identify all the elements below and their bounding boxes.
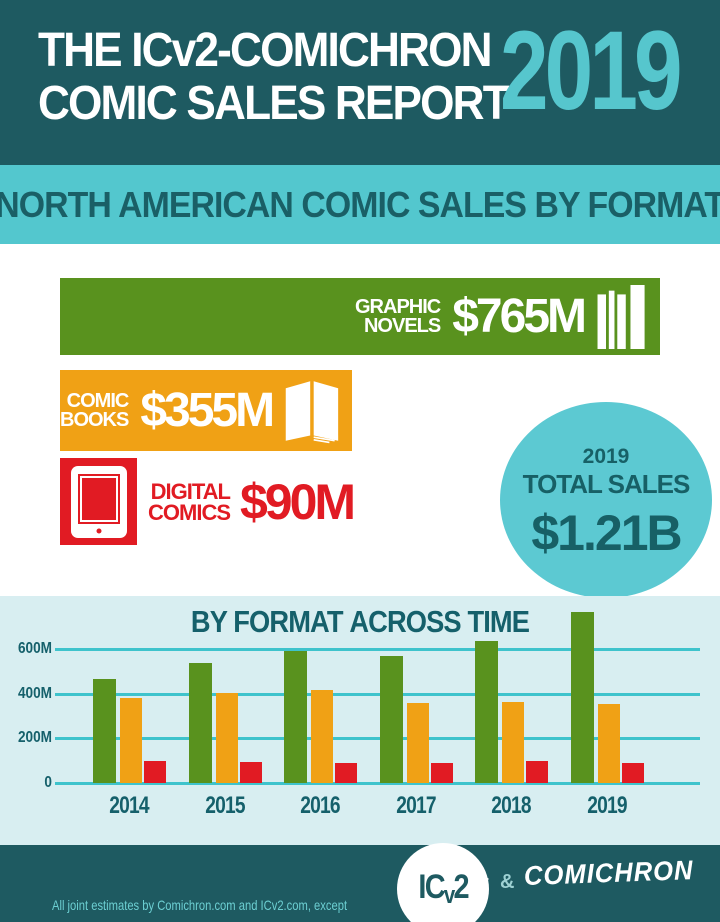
gridline-600M xyxy=(55,648,700,652)
bar-2016-digital-comics xyxy=(335,762,357,783)
bar-2017-digital-comics xyxy=(430,762,453,783)
gridline-0 xyxy=(55,782,700,785)
icv2-v: v xyxy=(443,882,455,909)
total-sales-year: 2019 xyxy=(582,444,630,468)
total-sales-label: TOTAL SALES xyxy=(522,468,691,499)
graphic-novels-label-line1: GRAPHIC xyxy=(355,295,441,318)
digital-comics-label-line1: DIGITAL xyxy=(150,479,231,504)
graphic-novels-label-line2: NOVELS xyxy=(363,314,441,337)
bar-2018-graphic-novels xyxy=(475,641,498,783)
comic-books-label-line1: COMIC xyxy=(66,389,130,412)
time-chart: BY FORMAT ACROSS TIME 600M 400M 200M 0 2014 2… xyxy=(0,596,720,845)
report-title: THE ICv2-COMICHRON COMIC SALES REPORT xyxy=(38,24,510,130)
graphic-novels-label: GRAPHIC NOVELS xyxy=(355,295,441,337)
x-tick-label-2014: 2014 xyxy=(109,792,149,819)
bar-2018-comic-books xyxy=(502,701,524,783)
bar-2019-graphic-novels xyxy=(570,612,594,783)
bar-2015-digital-comics xyxy=(239,761,262,783)
digital-comics-value: $90M xyxy=(240,474,356,530)
y-tick-label-400M: 400M xyxy=(17,684,53,702)
x-tick-label-2018: 2018 xyxy=(491,792,531,819)
bar-2019-comic-books xyxy=(597,703,620,783)
x-tick-label-2016: 2016 xyxy=(300,792,340,819)
bar-2014-graphic-novels xyxy=(93,679,116,783)
banner-text-regular: NORTH AMERICAN COMIC SALES xyxy=(0,183,535,225)
icv2-ic: IC xyxy=(418,868,445,906)
time-chart-title: BY FORMAT ACROSS TIME xyxy=(43,604,677,640)
comic-books-label: COMIC BOOKS xyxy=(60,389,130,431)
gridline-200M xyxy=(55,737,700,741)
comichron-logo: COMICHRON xyxy=(523,855,694,891)
bar-2015-comic-books xyxy=(215,692,238,783)
comic-books-bar: COMIC BOOKS $355M xyxy=(60,370,352,451)
report-year: 2019 xyxy=(500,8,683,133)
tablet-icon xyxy=(70,465,127,538)
comic-books-label-line2: BOOKS xyxy=(60,408,129,431)
y-tick-label-200M: 200M xyxy=(17,729,53,747)
report-title-line1: THE ICv2-COMICHRON xyxy=(38,24,493,77)
digital-comics-label: DIGITAL COMICS xyxy=(148,479,231,525)
icv2-2: 2 xyxy=(453,868,469,906)
bar-2018-digital-comics xyxy=(526,760,548,783)
graphic-novels-value: $765M xyxy=(452,290,587,343)
open-book-icon xyxy=(285,380,339,443)
icv2-logo-left-tip xyxy=(389,879,407,895)
bar-2017-graphic-novels xyxy=(379,655,403,783)
header: THE ICv2-COMICHRON COMIC SALES REPORT 20… xyxy=(0,0,720,165)
digital-comics-tile xyxy=(60,458,137,545)
x-tick-label-2015: 2015 xyxy=(204,792,245,819)
bar-2017-comic-books xyxy=(406,702,429,783)
total-sales-circle: 2019 TOTAL SALES $1.21B xyxy=(500,402,712,598)
comic-books-value: $355M xyxy=(140,384,275,437)
y-tick-label-600M: 600M xyxy=(17,640,53,658)
time-chart-title-bold: ACROSS TIME xyxy=(349,604,530,639)
footer: All joint estimates by Comichron.com and… xyxy=(0,843,720,922)
digital-comics-label-line2: COMICS xyxy=(148,500,231,525)
ampersand: & xyxy=(500,871,515,893)
bar-2014-digital-comics xyxy=(144,760,166,783)
section-banner-by-format: NORTH AMERICAN COMIC SALES BY FORMAT xyxy=(0,165,720,244)
bar-2016-comic-books xyxy=(311,690,333,783)
digital-comics-row: DIGITAL COMICS $90M xyxy=(148,462,356,542)
time-chart-title-regular: BY FORMAT xyxy=(190,604,350,639)
gridline-400M xyxy=(55,692,700,696)
icv2-logo: IC v 2 xyxy=(397,843,489,922)
icv2-logo-right-tip xyxy=(479,871,497,887)
graphic-novels-bar: GRAPHIC NOVELS $765M xyxy=(60,278,660,355)
bar-2019-digital-comics xyxy=(621,762,644,783)
footer-credits-line1: All joint estimates by Comichron.com and… xyxy=(52,897,348,913)
report-title-line2: COMIC SALES REPORT xyxy=(38,77,510,130)
section-banner-text: NORTH AMERICAN COMIC SALES BY FORMAT xyxy=(0,184,720,226)
books-icon xyxy=(597,284,645,349)
footer-credits: All joint estimates by Comichron.com and… xyxy=(52,855,366,922)
x-tick-label-2019: 2019 xyxy=(586,792,627,819)
y-tick-label-0: 0 xyxy=(44,774,52,791)
banner-text-bold: BY FORMAT xyxy=(534,183,720,225)
bar-2016-graphic-novels xyxy=(284,651,307,783)
x-tick-label-2017: 2017 xyxy=(395,792,436,819)
total-sales-value: $1.21B xyxy=(531,504,682,561)
bar-2014-comic-books xyxy=(120,698,142,783)
bar-2015-graphic-novels xyxy=(188,662,212,783)
icv2-logo-text: IC v 2 xyxy=(418,868,469,910)
